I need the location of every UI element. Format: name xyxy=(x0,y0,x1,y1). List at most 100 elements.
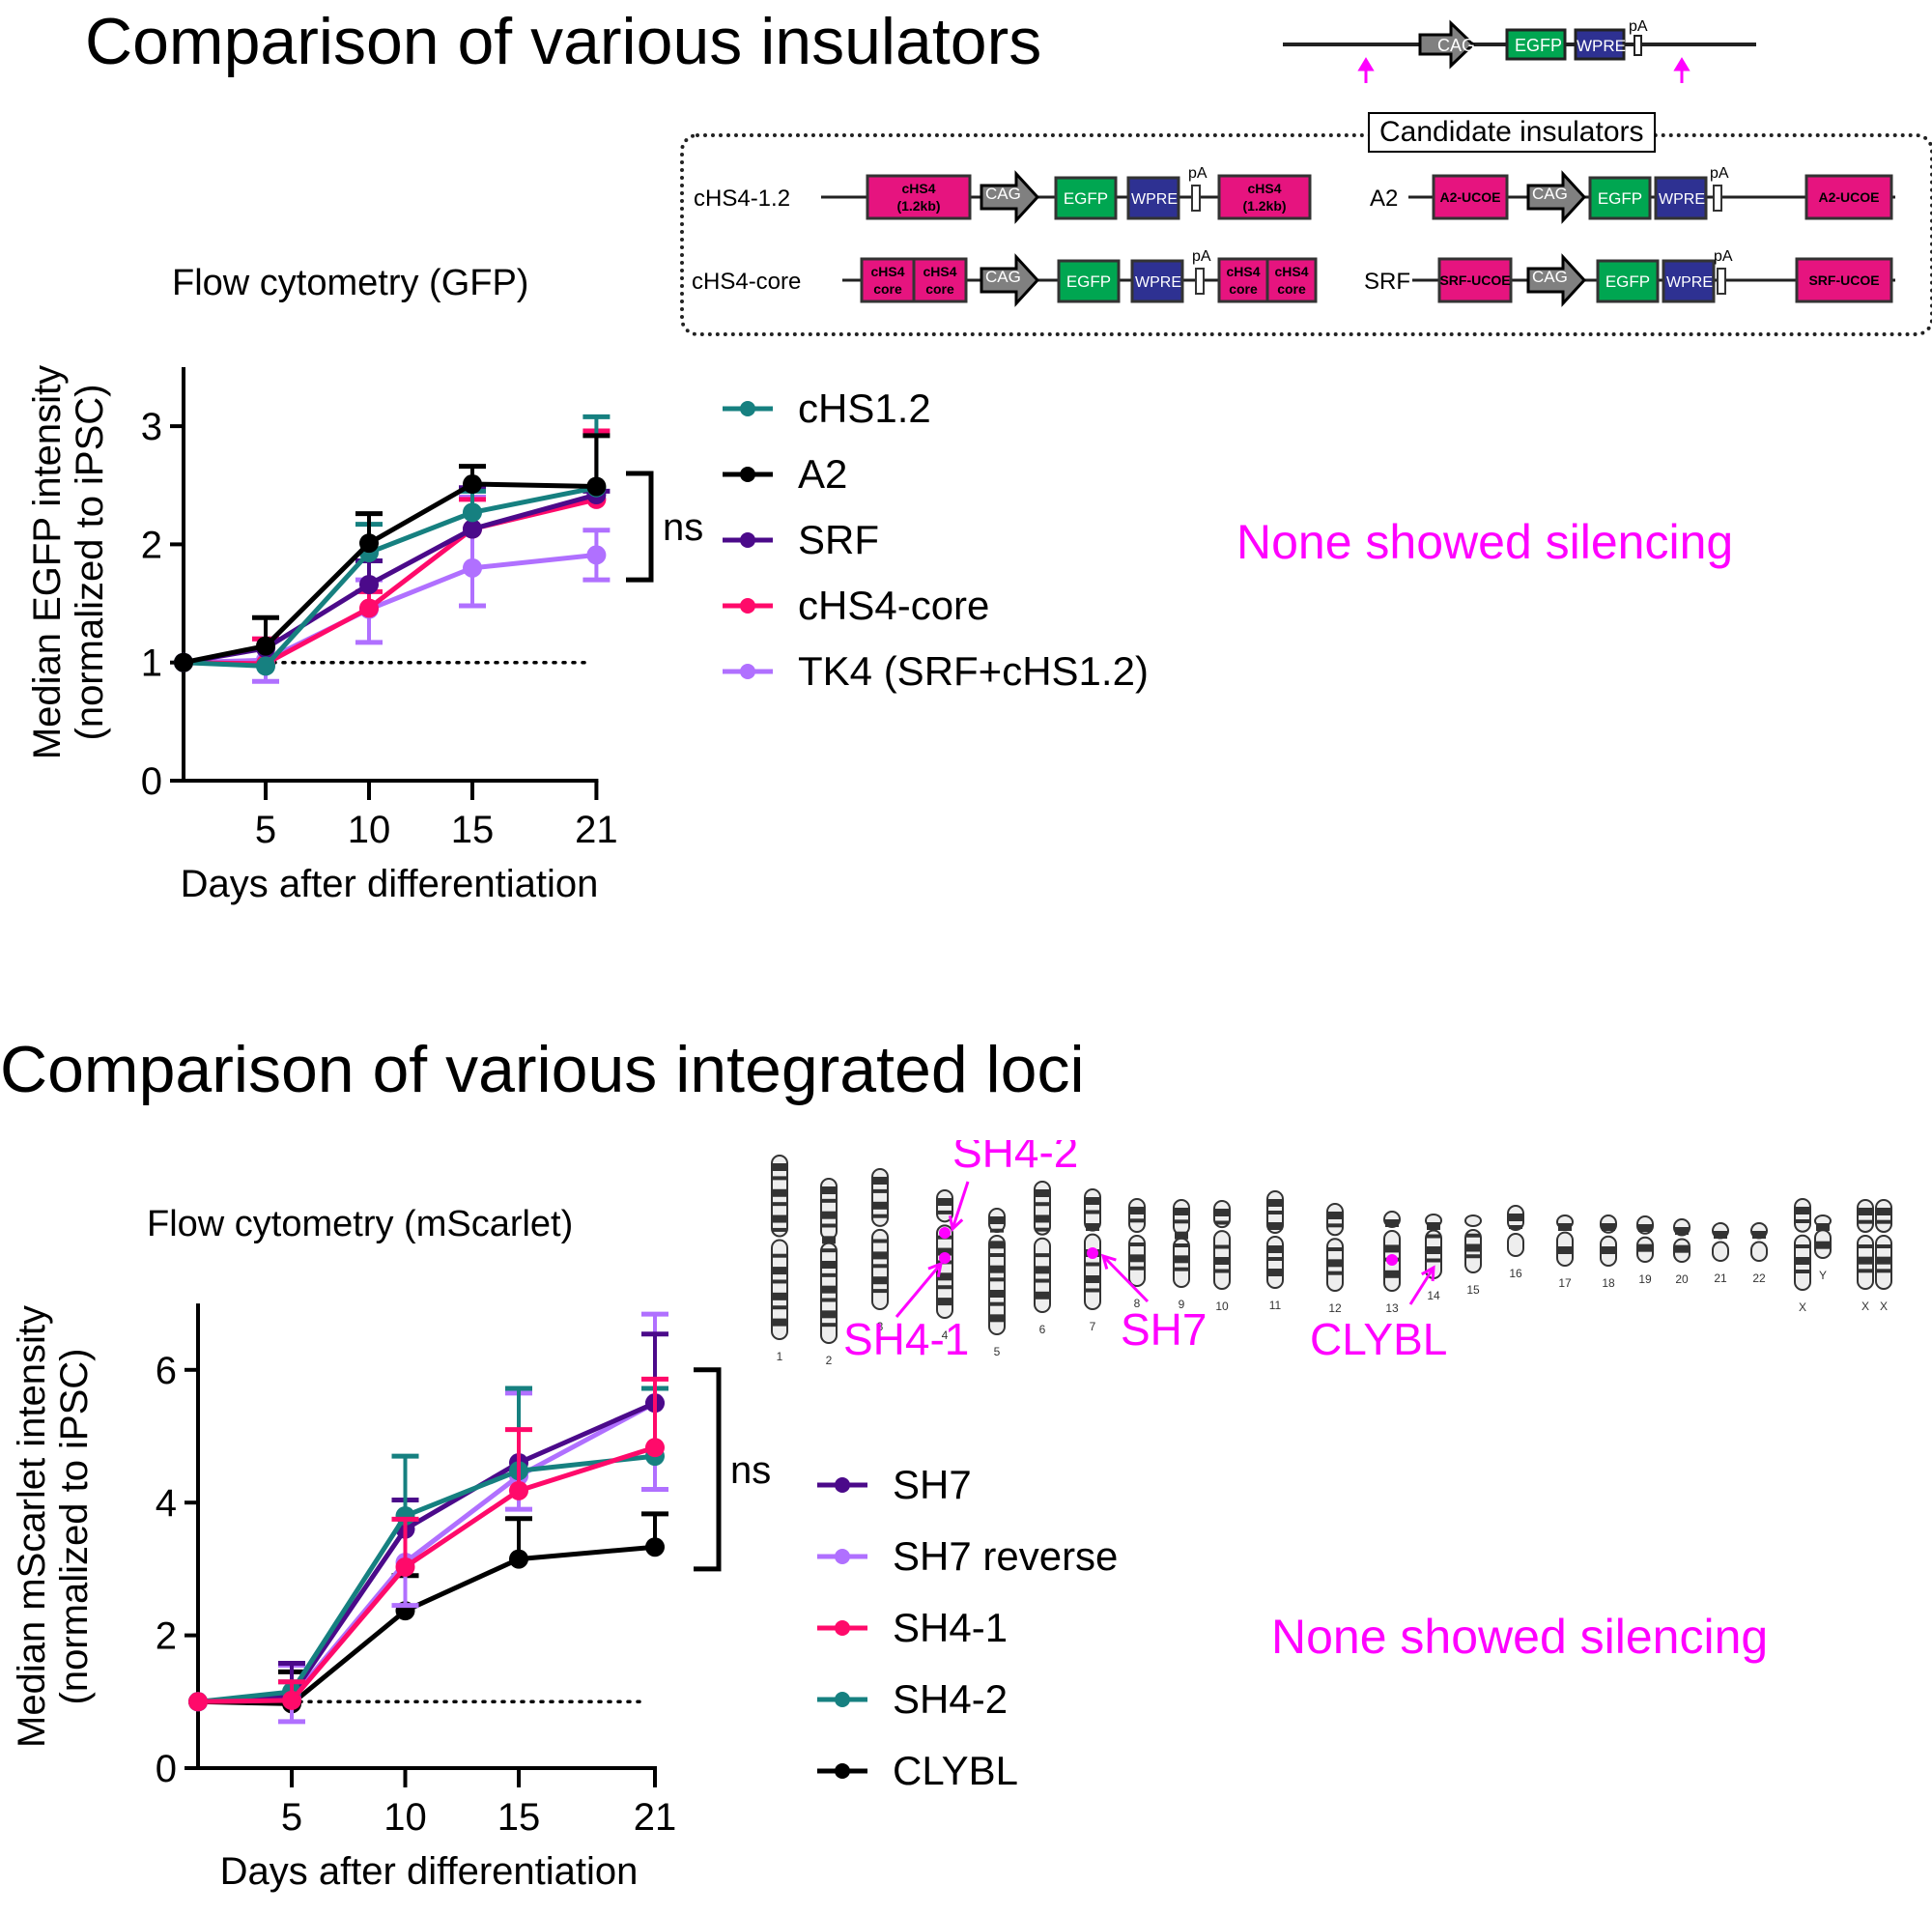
chromosome-band xyxy=(1558,1246,1572,1254)
chromosome-band xyxy=(990,1241,1004,1249)
chromosome-label: 9 xyxy=(1179,1298,1185,1311)
chromosome-label: 8 xyxy=(1134,1297,1141,1310)
section1-annotation: None showed silencing xyxy=(1236,515,1734,569)
legend-label: SH7 reverse xyxy=(893,1533,1119,1579)
arrow-up-icon xyxy=(1673,57,1690,83)
chromosome-band xyxy=(1130,1207,1144,1214)
svg-text:pA: pA xyxy=(1629,18,1648,35)
legend-item: SRF xyxy=(723,516,879,564)
significance-bracket xyxy=(694,1367,722,1572)
chromosome-band xyxy=(990,1253,1004,1257)
legend-marker-icon xyxy=(817,1692,867,1707)
chromosome-band xyxy=(1385,1244,1399,1253)
construct-label: cHS4-core xyxy=(692,269,801,295)
chromosome-band xyxy=(1036,1214,1049,1223)
chromosome-12: 12 xyxy=(1326,1203,1344,1315)
chromosome-band xyxy=(1816,1223,1830,1231)
chromosome-band xyxy=(1268,1222,1282,1230)
chromosome-5: 5 xyxy=(988,1208,1006,1358)
chromosome-band xyxy=(1816,1241,1830,1249)
data-point xyxy=(463,502,482,523)
chromosome-band xyxy=(1130,1254,1144,1263)
insulator-label: cHS4 xyxy=(901,181,935,196)
chromosome-band xyxy=(938,1198,952,1206)
chromosome-band xyxy=(773,1176,786,1181)
chromosome-18: 18 xyxy=(1600,1214,1617,1290)
chromosome-band xyxy=(1427,1258,1440,1263)
chromosome-band xyxy=(1752,1231,1766,1239)
chromosome-band xyxy=(1427,1246,1440,1254)
series-sh7 xyxy=(188,1331,668,1712)
chromosome-band xyxy=(1385,1219,1399,1227)
insulator-box xyxy=(1795,257,1893,303)
chromosome-label: 16 xyxy=(1509,1267,1522,1280)
chromosome-band xyxy=(1268,1245,1282,1253)
x-tick-label: 5 xyxy=(255,809,276,851)
chromosome-band xyxy=(1466,1254,1480,1259)
chromosome-label: 12 xyxy=(1328,1301,1342,1315)
data-point xyxy=(188,1692,208,1712)
chromosome-9: 9 xyxy=(1173,1199,1190,1311)
significance-bracket xyxy=(626,471,654,583)
legend-item: SH4-1 xyxy=(817,1604,1008,1652)
chromosome-label: 3 xyxy=(877,1320,884,1333)
x-tick-label: 15 xyxy=(451,809,495,851)
chromosome-label: 15 xyxy=(1466,1283,1480,1297)
egfp-label: EGFP xyxy=(1064,189,1108,208)
chromosome-band xyxy=(822,1198,836,1203)
x-axis-label: Days after differentiation xyxy=(181,863,599,905)
chromosome-band xyxy=(1175,1255,1188,1264)
chromosome-label: 20 xyxy=(1675,1272,1689,1286)
legend-item: SH4-2 xyxy=(817,1675,1008,1724)
chromosome-band xyxy=(873,1177,887,1185)
chromosome-arm xyxy=(1857,1199,1874,1233)
egfp-box xyxy=(1505,28,1567,61)
chromosome-band xyxy=(773,1188,786,1197)
locus-arrow xyxy=(895,1263,943,1318)
series-line xyxy=(183,497,597,667)
chromosome-3: 3 xyxy=(871,1168,889,1333)
significance-label: ns xyxy=(730,1449,771,1492)
chromosome-label: Y xyxy=(1819,1269,1827,1282)
legend-label: cHS1.2 xyxy=(798,386,931,431)
chromosome-band xyxy=(1859,1269,1872,1273)
chromosome-arm xyxy=(988,1235,1006,1335)
legend-item: SH7 reverse xyxy=(817,1532,1118,1581)
construct-label: A2 xyxy=(1370,186,1398,212)
chromosome-band xyxy=(822,1211,836,1219)
chromosome-band xyxy=(873,1214,887,1218)
chromosome-label: X xyxy=(1861,1300,1869,1313)
chromosome-band xyxy=(1602,1223,1615,1231)
legend-item: SH7 xyxy=(817,1461,972,1509)
chromosome-band xyxy=(873,1188,887,1193)
chromosome-label: 10 xyxy=(1215,1300,1229,1313)
svg-text:CAG: CAG xyxy=(1437,36,1475,55)
svg-text:WPRE: WPRE xyxy=(1577,37,1626,55)
arrow-head-icon xyxy=(948,1214,964,1232)
chromosome-1: 1 xyxy=(771,1155,788,1363)
pa-box xyxy=(1713,185,1722,212)
wpre-box xyxy=(1654,176,1708,220)
data-point xyxy=(586,476,607,497)
data-point xyxy=(359,598,379,618)
chromosome-y: Y xyxy=(1814,1214,1832,1282)
chromosome-band xyxy=(1036,1253,1049,1258)
legend-label: SH4-2 xyxy=(893,1676,1009,1722)
chromosome-6: 6 xyxy=(1034,1181,1051,1336)
locus-marker xyxy=(1386,1254,1398,1266)
chromosome-band xyxy=(1086,1197,1099,1205)
cag-promoter-arrow xyxy=(1418,19,1476,70)
chromosome-band xyxy=(1215,1209,1229,1216)
chromosome-band xyxy=(990,1265,1004,1273)
chromosome-band xyxy=(1268,1211,1282,1214)
series-line xyxy=(183,492,598,666)
chromosome-band xyxy=(990,1301,1004,1306)
chromosome-band xyxy=(1877,1269,1890,1273)
chromosome-band xyxy=(938,1298,952,1306)
chromosome-label: 1 xyxy=(777,1350,783,1363)
legend-label: A2 xyxy=(798,451,848,497)
chromosome-label: 17 xyxy=(1558,1276,1572,1290)
y-axis-label: Median EGFP intensity(normalized to iPSC… xyxy=(26,365,111,759)
